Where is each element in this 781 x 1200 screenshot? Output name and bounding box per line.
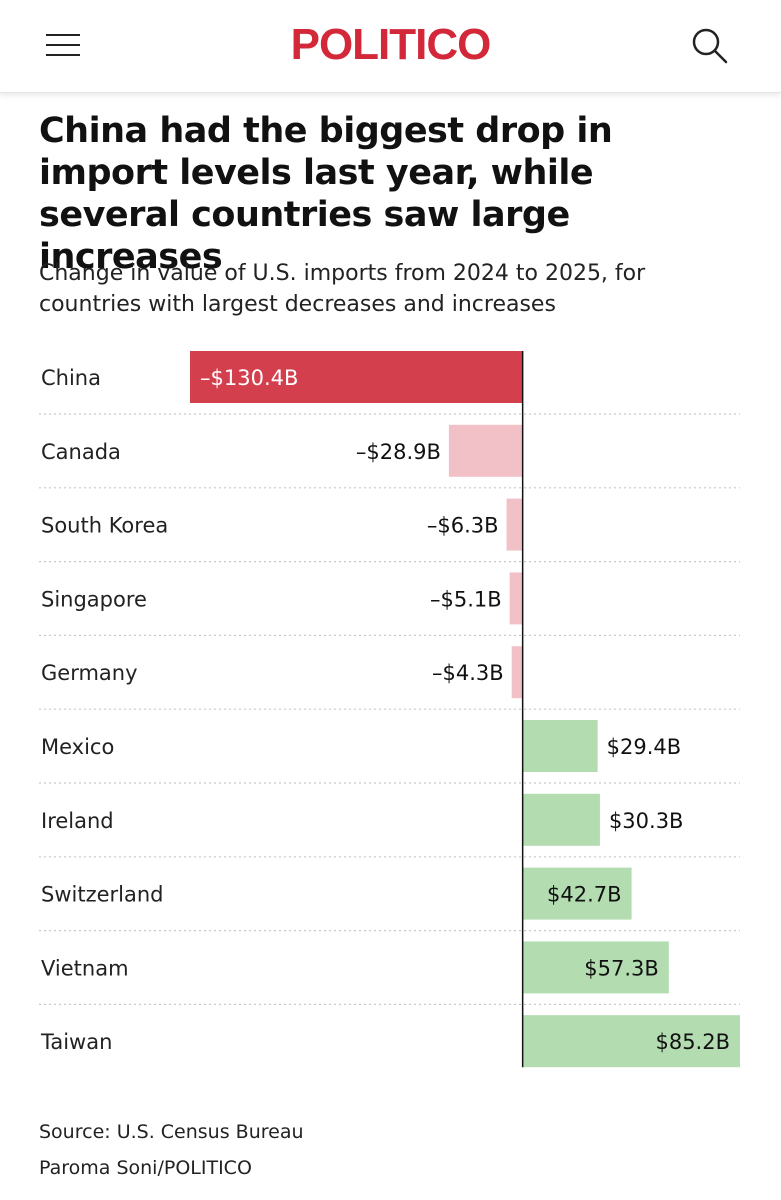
bar-canada bbox=[448, 424, 523, 477]
category-label: Taiwan bbox=[40, 1030, 112, 1054]
bar-switzerland bbox=[522, 867, 632, 920]
category-label: Mexico bbox=[41, 735, 114, 759]
value-label: $42.7B bbox=[547, 883, 622, 907]
category-label: Switzerland bbox=[41, 883, 164, 907]
bar-ireland bbox=[522, 793, 600, 846]
hamburger-menu-icon[interactable] bbox=[46, 30, 80, 60]
value-label: –$28.9B bbox=[356, 440, 441, 464]
search-icon[interactable] bbox=[690, 26, 730, 66]
category-label: South Korea bbox=[41, 514, 168, 538]
category-label: Ireland bbox=[41, 809, 114, 833]
bar-mexico bbox=[522, 720, 598, 772]
value-label: –$130.4B bbox=[200, 366, 298, 390]
category-label: China bbox=[41, 366, 101, 390]
politico-logo[interactable]: POLITICO bbox=[290, 20, 492, 69]
category-label: Germany bbox=[41, 661, 138, 685]
value-label: –$6.3B bbox=[427, 514, 499, 538]
credit-line: Paroma Soni/POLITICO bbox=[39, 1157, 252, 1179]
value-label: $85.2B bbox=[655, 1030, 730, 1054]
value-label: $30.3B bbox=[609, 809, 684, 833]
bar-vietnam bbox=[522, 941, 669, 994]
bar-singapore bbox=[509, 572, 523, 625]
category-label: Vietnam bbox=[41, 956, 129, 980]
source-note: Source: U.S. Census Bureau bbox=[39, 1121, 304, 1143]
bar-germany bbox=[511, 646, 523, 699]
bar-taiwan bbox=[522, 1015, 740, 1068]
value-label: $57.3B bbox=[584, 956, 659, 980]
top-navigation-bar: POLITICO bbox=[0, 0, 781, 93]
value-label: $29.4B bbox=[607, 735, 682, 759]
bar-china bbox=[190, 351, 523, 403]
value-label: –$4.3B bbox=[432, 661, 504, 685]
value-label: –$5.1B bbox=[430, 587, 502, 611]
chart-title: China had the biggest drop in import lev… bbox=[39, 111, 613, 277]
bar-chart: China –$130.4B Canada –$28.9B South Korea –$6… bbox=[39, 351, 740, 1068]
category-label: Canada bbox=[41, 440, 121, 464]
bar-south-korea bbox=[506, 498, 523, 551]
chart-subtitle: Change in value of U.S. imports from 202… bbox=[39, 261, 646, 317]
category-label: Singapore bbox=[41, 587, 147, 611]
